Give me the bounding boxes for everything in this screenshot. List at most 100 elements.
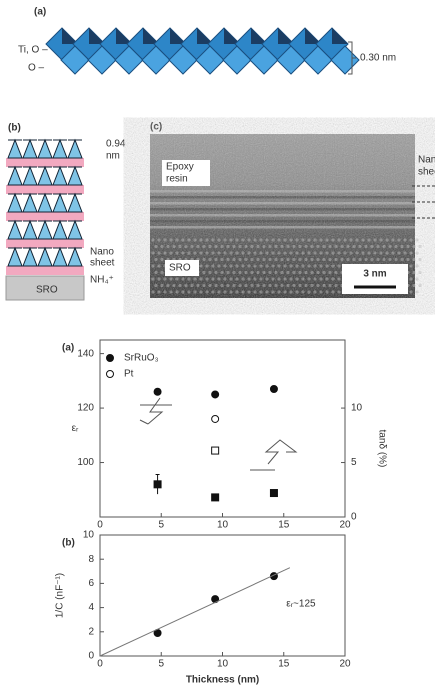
fit-line	[100, 568, 290, 656]
sheet-unit	[8, 140, 22, 158]
octahedra-chain	[46, 28, 359, 74]
spacing-label: 0.30 nm	[360, 53, 396, 64]
sheet-unit	[23, 248, 37, 266]
layer-stack	[6, 140, 84, 300]
sheet-unit	[53, 221, 67, 239]
sheet-unit	[38, 248, 52, 266]
spacing-label: 0.94	[106, 139, 126, 150]
sheet-label: Nano	[418, 155, 435, 166]
sheet-unit	[8, 248, 22, 266]
lattice-dot	[415, 277, 418, 280]
sheet-guides	[412, 186, 435, 218]
plot-frame	[100, 535, 345, 656]
legend-marker	[107, 371, 114, 378]
y-tick-label: 0	[88, 651, 94, 662]
x-tick-label: 20	[339, 520, 351, 531]
ion-layer	[6, 266, 84, 275]
lattice-dot	[415, 290, 418, 293]
lattice-dot	[415, 251, 418, 254]
x-axis-label: Thickness (nm)	[186, 675, 259, 686]
y-axis-label: 1/C (nF⁻¹)	[55, 573, 66, 618]
sheet-unit	[23, 221, 37, 239]
y-tick-label: 120	[77, 403, 94, 414]
data-point	[154, 481, 161, 488]
resin-label: resin	[166, 174, 188, 185]
x-tick-label: 10	[217, 659, 229, 670]
data-point	[212, 494, 219, 501]
sheet-unit	[68, 140, 82, 158]
sheet-unit	[53, 248, 67, 266]
panel-label: (a)	[34, 7, 46, 18]
sheet-label: sheet	[90, 258, 115, 269]
data-point	[212, 391, 219, 398]
panel-label: (c)	[150, 122, 162, 133]
resin-label: Epoxy	[166, 162, 194, 173]
y-tick-label: 4	[88, 602, 94, 613]
y-tick-label: 140	[77, 348, 94, 359]
lattice-dot	[418, 258, 421, 261]
sheet-unit	[23, 167, 37, 185]
y2-tick-label: 5	[351, 457, 357, 468]
legend-label: Pt	[124, 369, 134, 380]
plot-frame	[100, 340, 345, 517]
lattice-dot	[418, 271, 421, 274]
sheet-unit	[68, 248, 82, 266]
annotation: εᵣ~125	[286, 599, 316, 610]
y-axis-label: εᵣ	[72, 423, 79, 434]
sheet-unit	[38, 167, 52, 185]
x-tick-label: 5	[158, 659, 164, 670]
atom-label: O –	[28, 63, 45, 74]
data-point	[212, 447, 219, 454]
lattice-dot	[415, 238, 418, 241]
panel-label: (b)	[62, 538, 75, 549]
legend-marker	[107, 355, 114, 362]
y2-axis-label: tanδ (%)	[376, 430, 387, 468]
x-tick-label: 15	[278, 520, 290, 531]
sheet-unit	[8, 167, 22, 185]
lattice-dot	[415, 264, 418, 267]
data-point	[270, 386, 277, 393]
arrow-left	[140, 398, 172, 424]
legend-label: SrRuO₃	[124, 353, 159, 364]
data-point	[212, 415, 219, 422]
x-tick-label: 15	[278, 659, 290, 670]
sheet-unit	[23, 140, 37, 158]
data-point	[270, 490, 277, 497]
sheet-unit	[53, 167, 67, 185]
panel-label: (b)	[8, 123, 21, 134]
sheet-unit	[53, 194, 67, 212]
panel-label: (a)	[62, 343, 74, 354]
y2-tick-label: 10	[351, 403, 363, 414]
substrate-label: SRO	[169, 263, 191, 274]
x-tick-label: 5	[158, 520, 164, 531]
x-tick-label: 0	[97, 659, 103, 670]
arrow-right	[250, 440, 296, 470]
y-tick-label: 6	[88, 578, 94, 589]
x-tick-label: 10	[217, 520, 229, 531]
ion-label: NH₄⁺	[90, 275, 114, 286]
y-tick-label: 100	[77, 457, 94, 468]
sheet-unit	[23, 194, 37, 212]
sheet-unit	[38, 221, 52, 239]
sheet-unit	[38, 194, 52, 212]
sheet-unit	[68, 221, 82, 239]
scale-label: 3 nm	[363, 269, 386, 280]
figure: (a) Ti, O – O – 0.30 nm (b) SRO 0.94 nm …	[0, 0, 435, 689]
sheet-label: shee	[418, 167, 435, 178]
data-point	[154, 388, 161, 395]
sheet-unit	[38, 140, 52, 158]
sheet-unit	[68, 194, 82, 212]
x-tick-label: 20	[339, 659, 351, 670]
sheet-label: Nano	[90, 247, 114, 258]
sheet-unit	[68, 167, 82, 185]
lattice-dot	[418, 284, 421, 287]
spacing-label: nm	[106, 151, 120, 162]
x-tick-label: 0	[97, 520, 103, 531]
sheet-unit	[53, 140, 67, 158]
atom-label: Ti, O –	[18, 45, 48, 56]
substrate-label: SRO	[36, 285, 58, 296]
y2-tick-label: 0	[351, 512, 357, 523]
y-tick-label: 10	[83, 530, 95, 541]
lattice-dot	[418, 245, 421, 248]
sheet-unit	[8, 194, 22, 212]
